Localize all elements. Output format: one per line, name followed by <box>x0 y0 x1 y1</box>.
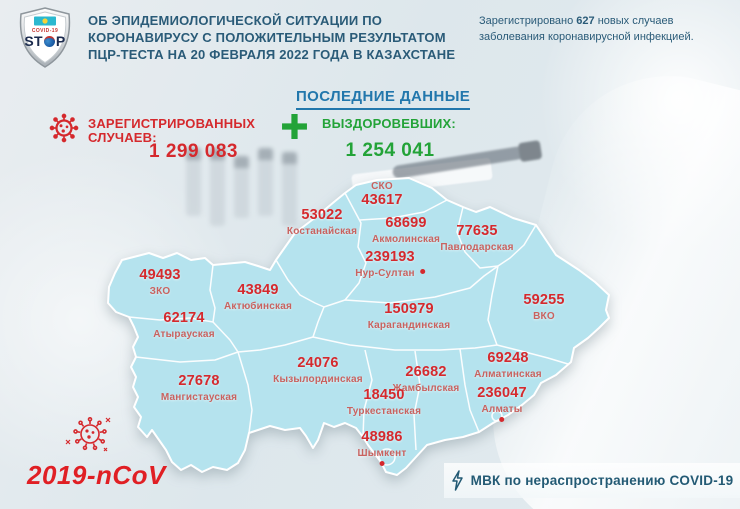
region-akmola: 68699 Акмолинская <box>371 215 441 245</box>
region-borders <box>128 192 569 466</box>
region-value: 236047 <box>477 385 527 401</box>
lightning-icon <box>451 470 463 491</box>
latest-data-title: ПОСЛЕДНИЕ ДАННЫЕ <box>296 88 471 110</box>
region-value: 69248 <box>487 350 529 366</box>
region-value: 43617 <box>361 192 403 208</box>
page-title: ОБ ЭПИДЕМИОЛОГИЧЕСКОЙ СИТУАЦИИ ПО КОРОНА… <box>88 13 456 62</box>
recovered-value: 1 254 041 <box>345 140 435 161</box>
registered-cases-label: ЗАРЕГИСТРИРОВАННЫХ СЛУЧАЕВ: <box>88 116 256 145</box>
region-kostanay: 53022 Костанайская <box>286 207 358 237</box>
region-value: 26682 <box>405 364 447 380</box>
region-value: 239193 <box>365 249 415 265</box>
logo-covid-text: COVID-19 <box>31 28 59 34</box>
region-shymkent: 48986 Шымкент <box>357 429 407 466</box>
region-kyzylorda: 24076 Кызылординская <box>273 355 363 385</box>
region-value: 68699 <box>385 215 427 231</box>
region-value: 48986 <box>361 429 403 445</box>
virus-name-label: 2019-nCoV <box>27 460 166 490</box>
region-value: 150979 <box>384 301 434 317</box>
region-name: Актюбинская <box>223 300 293 312</box>
region-zko: 49493 ЗКО <box>139 267 181 297</box>
registered-cases-value: 1 299 083 <box>148 141 238 162</box>
test-tube-rack-blur <box>186 148 297 226</box>
region-mangystau: 27678 Мангистауская <box>160 373 238 403</box>
city-marker-dot <box>499 416 505 422</box>
region-value: 77635 <box>456 223 498 239</box>
region-value: 49493 <box>139 267 181 283</box>
virus-icon <box>49 113 79 143</box>
region-name: Алматы <box>481 403 523 415</box>
region-name: Атырауская <box>153 328 215 340</box>
region-name: Алматинская <box>474 368 542 380</box>
region-pavlodar: 77635 Павлодарская <box>440 223 514 253</box>
plus-icon <box>282 114 307 139</box>
region-value: 24076 <box>297 355 339 371</box>
new-cases-note: Зарегистрировано 627 новых случаев забол… <box>479 15 694 43</box>
country-outline <box>107 177 610 476</box>
mvk-committee-label: МВК по нераспространению COVID-19 <box>470 473 734 488</box>
region-value: 62174 <box>163 310 205 326</box>
recovered-label: ВЫЗДОРОВЕВШИХ: <box>322 116 456 131</box>
region-value: 18450 <box>363 387 405 403</box>
region-name: Павлодарская <box>440 241 514 253</box>
region-sko: СКО 43617 <box>361 181 402 209</box>
region-name: Кызылординская <box>273 373 363 385</box>
region-value: 27678 <box>178 373 220 389</box>
region-zhambyl: 26682 Жамбылская <box>392 364 460 394</box>
region-name: СКО <box>371 181 393 192</box>
city-marker-dot <box>379 460 385 466</box>
region-value: 53022 <box>301 207 343 223</box>
region-value: 59255 <box>523 292 565 308</box>
region-vko: 59255 ВКО <box>523 292 565 322</box>
region-almaty-city: 236047 Алматы <box>477 385 527 422</box>
region-atyrau: 62174 Атырауская <box>153 310 215 340</box>
region-name: ЗКО <box>149 285 171 297</box>
region-karaganda: 150979 Карагандинская <box>367 301 451 331</box>
stop-covid-logo: COVID-19 ST P <box>17 7 73 69</box>
region-name: ВКО <box>533 310 555 322</box>
logo-stop-text: ST P <box>24 33 66 49</box>
region-value: 43849 <box>237 282 279 298</box>
new-cases-count: 627 <box>576 15 595 27</box>
region-name: Туркестанская <box>346 405 422 417</box>
region-name: Нур-Султан <box>355 268 425 279</box>
region-name: Костанайская <box>286 225 358 237</box>
region-aktobe: 43849 Актюбинская <box>223 282 293 312</box>
region-name: Жамбылская <box>392 382 460 394</box>
mvk-committee-band: МВК по нераспространению COVID-19 <box>444 463 740 498</box>
region-name: Мангистауская <box>160 391 238 403</box>
region-nur-sultan: 239193 Нур-Султан <box>355 249 425 279</box>
region-turkestan: 18450 Туркестанская <box>346 387 422 417</box>
coronavirus-icon <box>65 417 111 452</box>
region-almaty-region: 69248 Алматинская <box>474 350 542 380</box>
globe-icon <box>43 35 55 47</box>
region-name: Карагандинская <box>367 319 451 331</box>
region-name: Акмолинская <box>371 233 441 245</box>
decorative-crosses <box>65 417 111 452</box>
city-marker-dot <box>419 268 425 274</box>
region-name: Шымкент <box>357 447 407 459</box>
